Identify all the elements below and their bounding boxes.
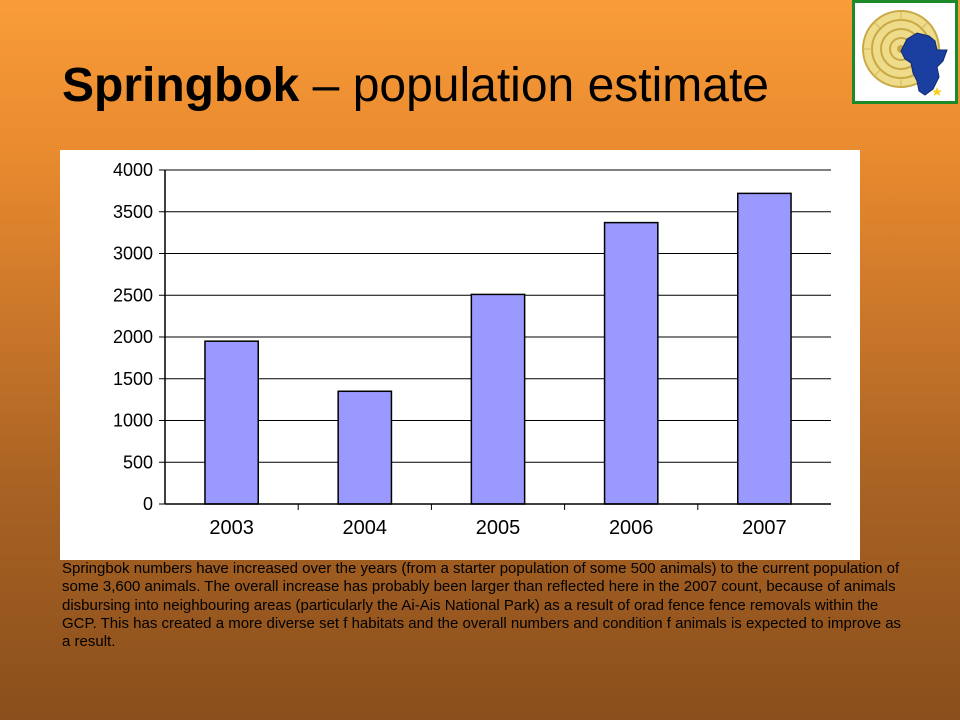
y-tick-label: 500 [123,452,153,472]
bar-2007 [737,192,792,505]
bar-2003 [204,340,259,505]
x-tick-label: 2005 [476,517,521,539]
y-tick-label: 2000 [113,327,153,347]
x-tick-label: 2006 [609,517,654,539]
y-tick-label: 0 [143,494,153,514]
x-tick-label: 2004 [343,517,388,539]
chart-svg: 0 500 1000 1500 2000 2500 3000 3500 4000 2003 2004… [113,160,831,539]
x-tick-label: 2003 [209,517,254,539]
bar-2006 [603,221,659,505]
bar-2005 [470,293,526,505]
title-subtitle: – population estimate [299,59,769,112]
y-tick-label: 4000 [113,160,153,180]
y-tick-label: 1000 [113,411,153,431]
y-tick-label: 3500 [113,202,153,222]
logo-graphic [862,10,948,96]
y-tick-label: 1500 [113,369,153,389]
africa-map-icon [900,32,948,96]
bar-2004 [337,390,393,505]
population-bar-chart: 0 500 1000 1500 2000 2500 3000 3500 4000 2003 2004… [60,150,860,560]
title-species: Springbok [62,59,300,112]
y-tick-label: 2500 [113,285,153,305]
slide-title: Springbok – population estimate [62,62,769,110]
star-icon [932,87,942,96]
y-tick-label: 3000 [113,244,153,264]
chart-caption: Springbok numbers have increased over th… [62,560,902,651]
x-tick-label: 2007 [742,517,787,539]
ammonite-africa-logo-icon [852,0,958,104]
